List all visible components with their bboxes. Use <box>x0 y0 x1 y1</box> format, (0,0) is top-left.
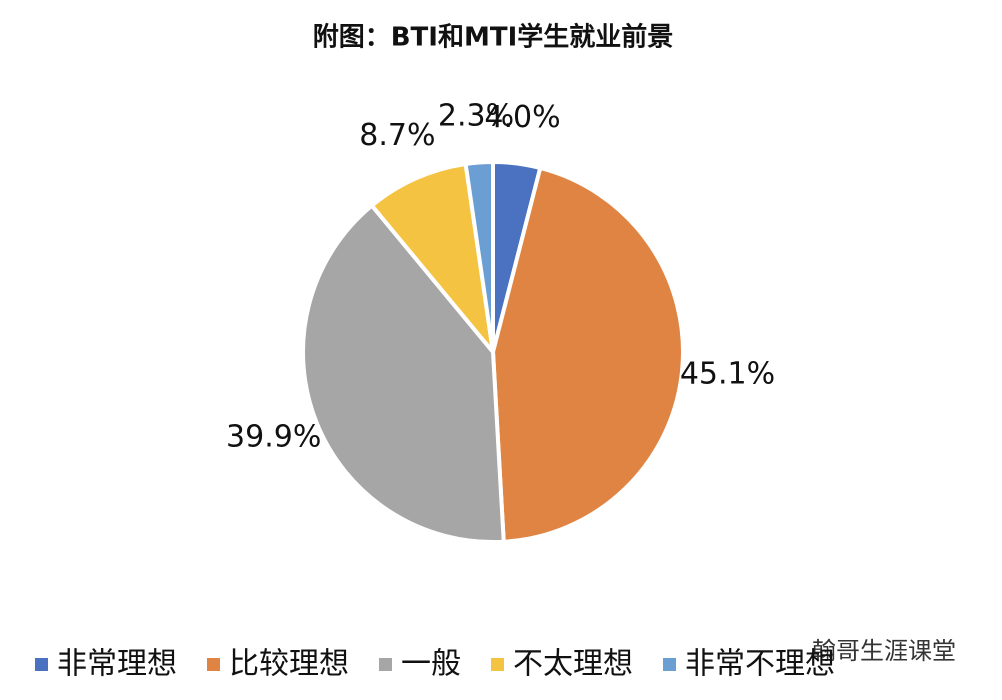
legend-label: 一般 <box>401 647 461 682</box>
chart-title: 附图：BTI和MTI学生就业前景 <box>313 22 674 53</box>
pie-slice <box>463 160 495 354</box>
legend-marker <box>207 658 220 671</box>
data-label: 45.1% <box>680 356 775 391</box>
pie-slice <box>301 203 506 544</box>
data-label: 2.3% <box>438 99 514 134</box>
legend-marker <box>663 658 676 671</box>
legend-marker <box>491 658 504 671</box>
legend-label: 非常理想 <box>57 647 177 682</box>
data-label: 4.0% <box>484 100 560 135</box>
data-label: 39.9% <box>226 420 321 455</box>
legend-label: 比较理想 <box>229 647 349 682</box>
watermark: 翰哥生涯课堂 <box>812 637 956 665</box>
legend-label: 不太理想 <box>513 647 633 682</box>
pie-slice <box>369 161 495 354</box>
pie-slice <box>491 165 685 544</box>
data-label: 8.7% <box>359 118 435 153</box>
legend-marker <box>379 658 392 671</box>
legend-label: 非常不理想 <box>685 647 835 682</box>
legend-marker <box>35 658 48 671</box>
